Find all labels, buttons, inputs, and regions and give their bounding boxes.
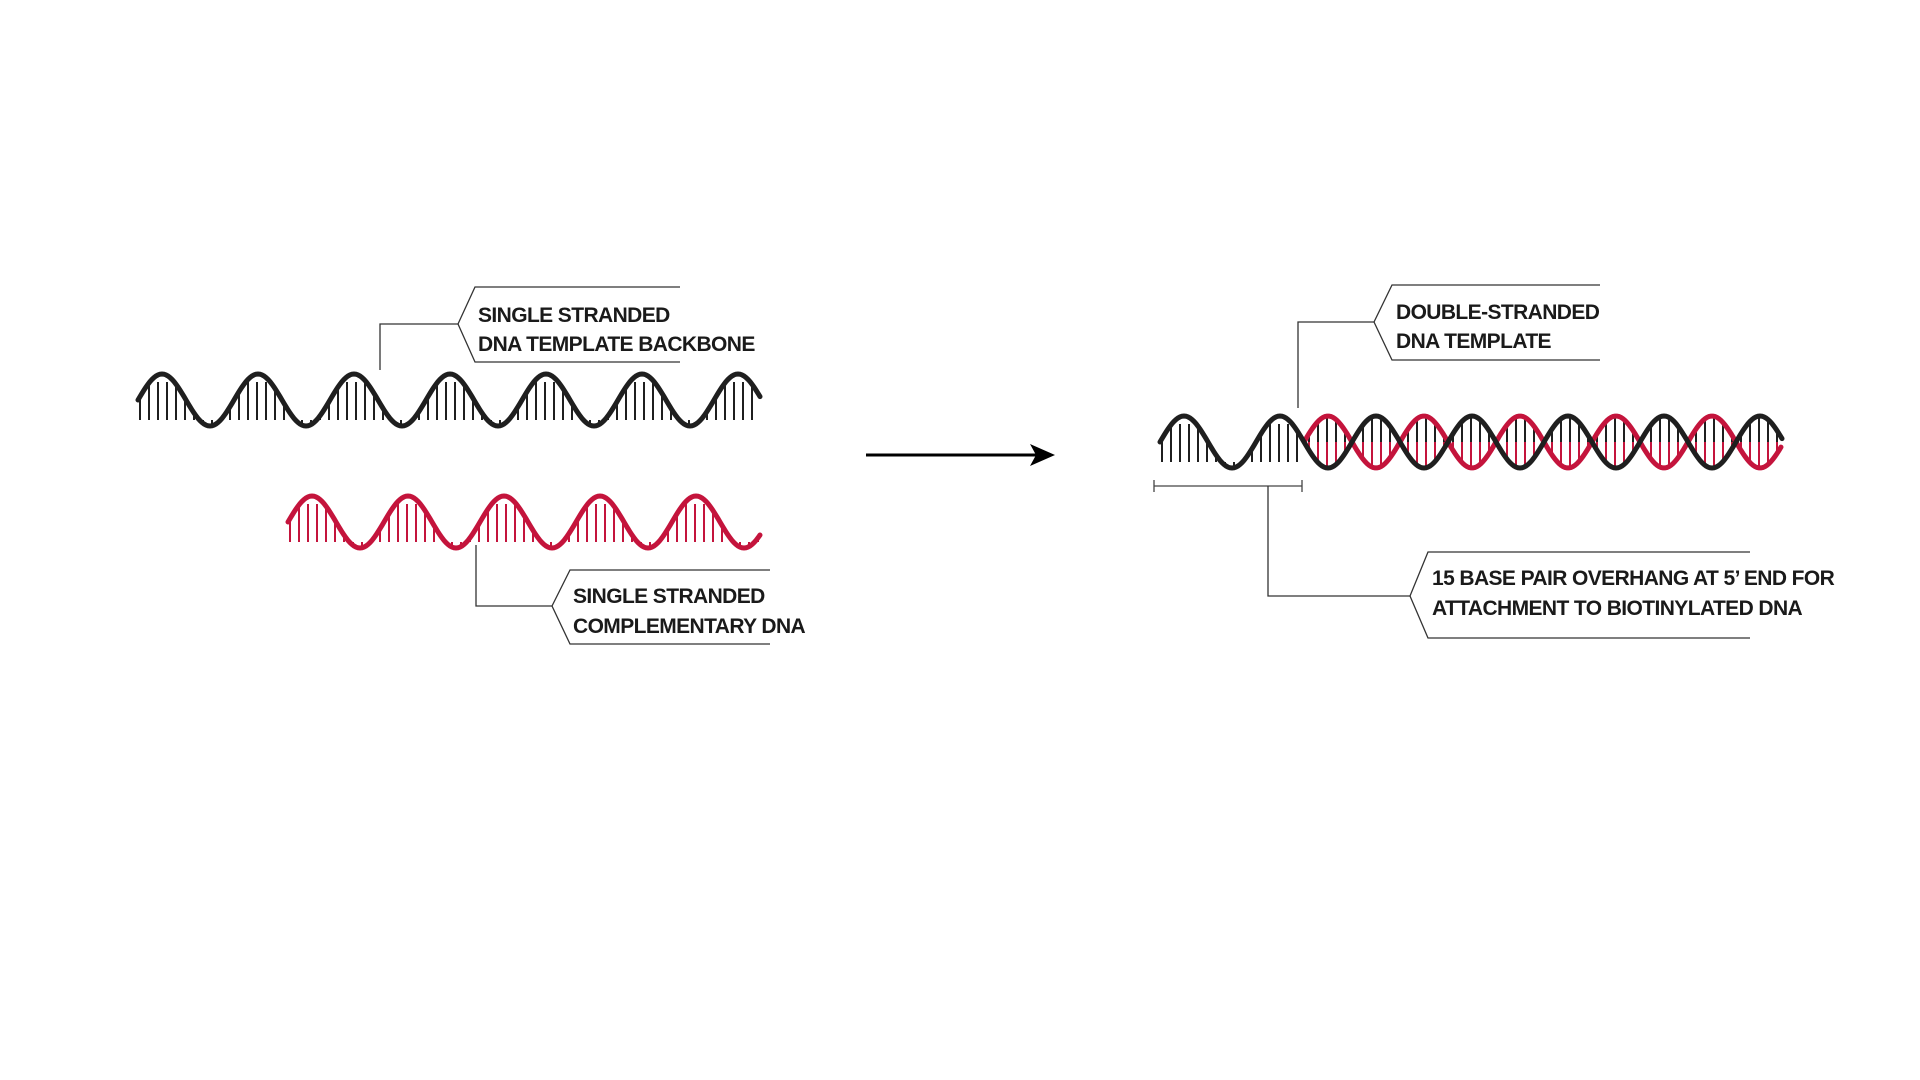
- template-backbone: [135, 371, 763, 429]
- callout-ds-template: DOUBLE-STRANDED DNA TEMPLATE: [1297, 284, 1600, 408]
- callout-label-line1: SINGLE STRANDED: [573, 585, 765, 608]
- callout-label-line1: SINGLE STRANDED: [478, 304, 670, 327]
- ss-template-strand: [135, 371, 763, 429]
- overhang-range-bracket: [1153, 480, 1303, 492]
- callout-ss-template: SINGLE STRANDED DNA TEMPLATE BACKBONE: [379, 286, 756, 370]
- callout-bracket: [1409, 595, 1750, 639]
- callout-label-line2: ATTACHMENT TO BIOTINYLATED DNA: [1432, 597, 1803, 620]
- callout-overhang: 15 BASE PAIR OVERHANG AT 5’ END FOR ATTA…: [1267, 486, 1835, 639]
- callout-label-line2: DNA TEMPLATE BACKBONE: [478, 333, 755, 356]
- callout-ss-complementary: SINGLE STRANDED COMPLEMENTARY DNA: [475, 545, 806, 645]
- ss-complementary-strand: [285, 493, 763, 551]
- callout-label-line1: DOUBLE-STRANDED: [1396, 301, 1600, 324]
- complementary-backbone: [285, 493, 763, 551]
- template-backbone: [1157, 413, 1785, 471]
- ds-template-helix: [1157, 413, 1785, 471]
- callout-label-line1: 15 BASE PAIR OVERHANG AT 5’ END FOR: [1432, 567, 1835, 590]
- callout-bracket: [551, 605, 770, 645]
- callout-bracket: [1373, 321, 1600, 361]
- right-arrow-icon: [866, 444, 1055, 466]
- callout-leader-line: [379, 286, 680, 370]
- callout-label-line2: COMPLEMENTARY DNA: [573, 615, 806, 638]
- callout-label-line2: DNA TEMPLATE: [1396, 330, 1552, 353]
- callout-bracket: [457, 323, 680, 363]
